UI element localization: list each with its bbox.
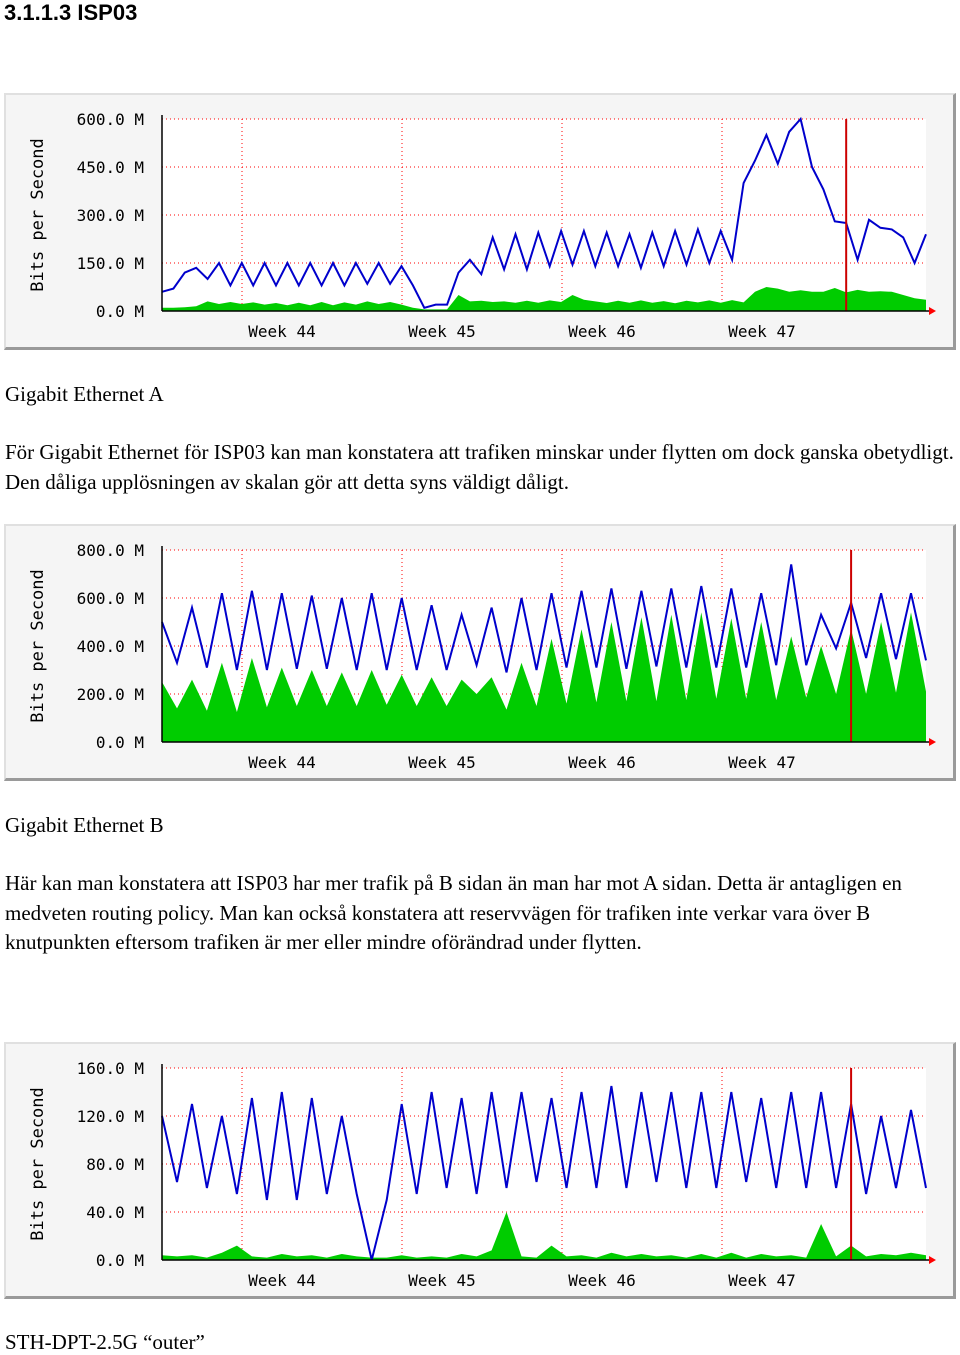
series-line-out (161, 116, 927, 309)
x-tick-label: Week 45 (408, 753, 475, 772)
x-tick-label: Week 47 (728, 322, 795, 341)
y-tick-label: 150.0 M (77, 254, 144, 273)
traffic-graph-gigabit-ethernet-a: 0.0 M 150.0 M 300.0 M 450.0 M 600.0 M Week 44… (4, 93, 956, 350)
chart-svg: 0.0 M 150.0 M 300.0 M 450.0 M 600.0 M Week 44… (28, 110, 936, 341)
traffic-graph-gigabit-ethernet-b: 0.0 M 200.0 M 400.0 M 600.0 M 800.0 M Week 44… (4, 524, 956, 781)
y-tick-label: 600.0 M (77, 589, 144, 608)
plot-area (162, 1068, 926, 1260)
x-tick-label: Week 44 (248, 1271, 315, 1290)
x-tick-label: Week 46 (568, 1271, 635, 1290)
y-axis-label: Bits per Second (28, 569, 48, 723)
x-axis-arrow (929, 738, 936, 746)
x-tick-label: Week 45 (408, 322, 475, 341)
y-tick-label: 160.0 M (77, 1059, 144, 1078)
paragraph-gigabit-ethernet-a: För Gigabit Ethernet för ISP03 kan man k… (5, 440, 954, 494)
y-tick-label: 800.0 M (77, 541, 144, 560)
chart-svg: 0.0 M 40.0 M 80.0 M 120.0 M 160.0 M Week 44 We… (28, 1059, 936, 1290)
series-area-in (162, 612, 926, 742)
y-tick-label: 300.0 M (77, 206, 144, 225)
y-tick-label: 0.0 M (96, 733, 144, 752)
y-tick-label: 400.0 M (77, 637, 144, 656)
x-tick-label: Week 47 (728, 1271, 795, 1290)
y-tick-label: 200.0 M (77, 685, 144, 704)
series-area-in (162, 287, 926, 311)
x-tick-label: Week 46 (568, 322, 635, 341)
x-tick-label: Week 47 (728, 753, 795, 772)
y-tick-label: 600.0 M (77, 110, 144, 129)
y-tick-label: 120.0 M (77, 1107, 144, 1126)
x-tick-label: Week 45 (408, 1271, 475, 1290)
series-line-out (161, 1085, 927, 1261)
y-tick-label: 40.0 M (86, 1203, 144, 1222)
x-tick-label: Week 46 (568, 753, 635, 772)
y-tick-label: 450.0 M (77, 158, 144, 177)
y-tick-label: 0.0 M (96, 302, 144, 321)
section-heading: 3.1.1.3 ISP03 (4, 0, 138, 25)
chart-svg: 0.0 M 200.0 M 400.0 M 600.0 M 800.0 M Week 44… (28, 541, 936, 772)
x-tick-label: Week 44 (248, 753, 315, 772)
traffic-graph-sth-dpt-outer: 0.0 M 40.0 M 80.0 M 120.0 M 160.0 M Week 44 We… (4, 1042, 956, 1299)
caption-gigabit-ethernet-a: Gigabit Ethernet A (5, 382, 164, 406)
y-axis-label: Bits per Second (28, 138, 48, 292)
x-axis-arrow (929, 1256, 936, 1264)
series-area-in (162, 1212, 926, 1260)
caption-sth-dpt-outer: STH-DPT-2.5G “outer” (5, 1330, 205, 1354)
x-axis-arrow (929, 307, 936, 315)
caption-gigabit-ethernet-b: Gigabit Ethernet B (5, 813, 164, 837)
y-axis-label: Bits per Second (28, 1087, 48, 1241)
paragraph-gigabit-ethernet-b: Här kan man konstatera att ISP03 har mer… (5, 871, 902, 954)
y-tick-label: 0.0 M (96, 1251, 144, 1270)
y-tick-label: 80.0 M (86, 1155, 144, 1174)
x-tick-label: Week 44 (248, 322, 315, 341)
series-line-out (161, 564, 927, 673)
